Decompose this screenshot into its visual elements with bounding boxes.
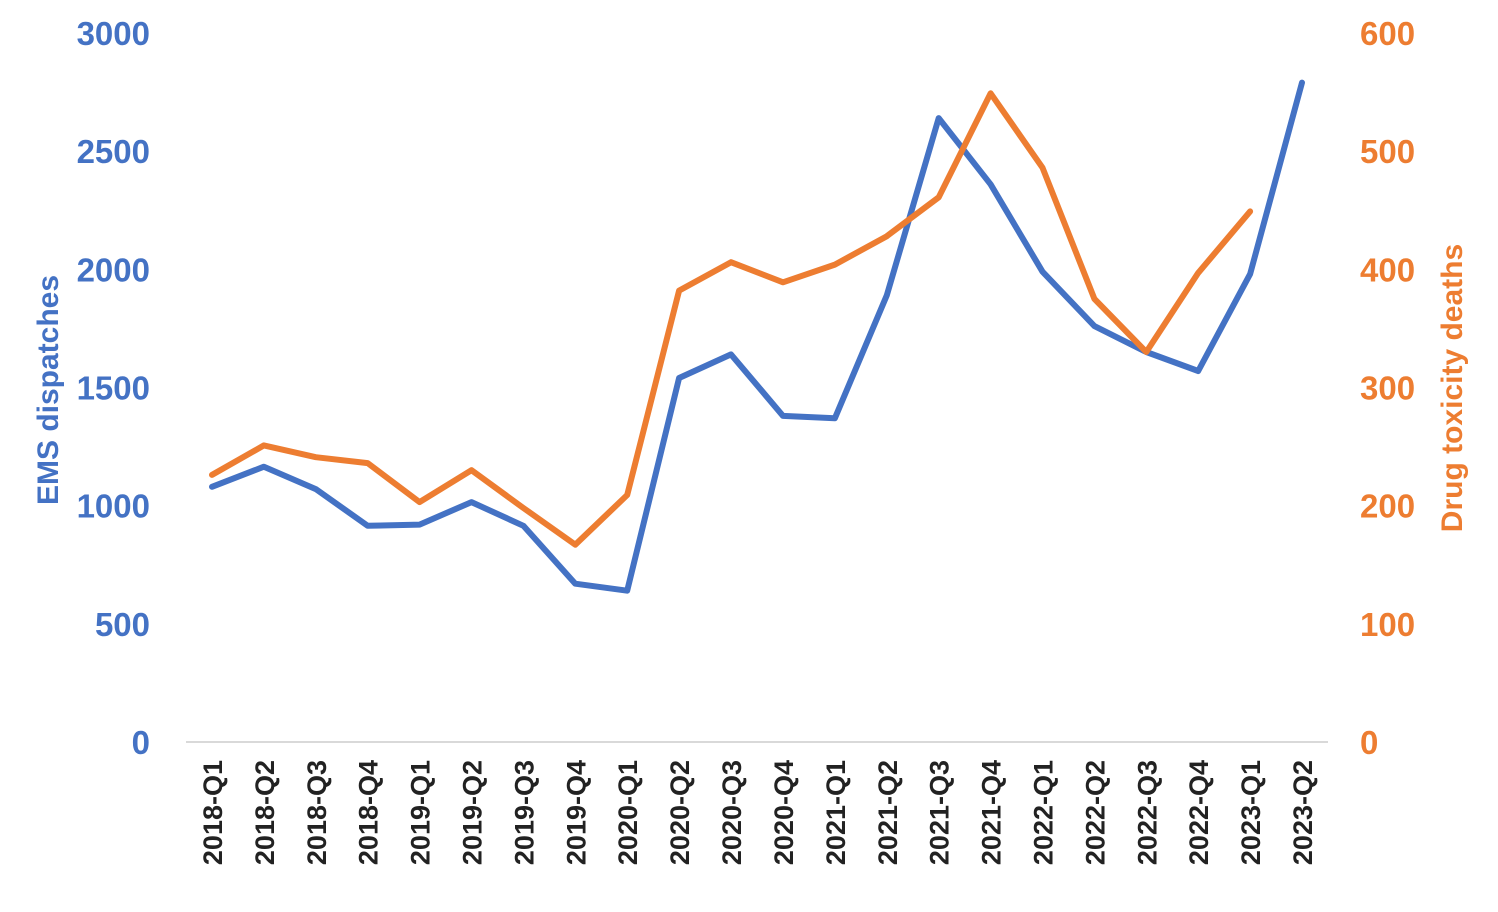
x-tick-label: 2022-Q2 — [1080, 760, 1110, 865]
x-tick-label: 2019-Q4 — [561, 760, 591, 865]
left-tick-label: 3000 — [77, 15, 150, 52]
right-tick-label: 100 — [1360, 606, 1415, 643]
ems-dispatches-line — [209, 79, 1305, 594]
right-tick-label: 0 — [1360, 724, 1378, 761]
x-tick-label: 2019-Q3 — [509, 760, 539, 865]
x-tick-label: 2023-Q1 — [1236, 760, 1266, 865]
x-tick-label: 2021-Q2 — [873, 760, 903, 865]
left-tick-label: 0 — [132, 724, 150, 761]
x-tick-label: 2020-Q3 — [717, 760, 747, 865]
x-tick-label: 2021-Q4 — [977, 760, 1007, 865]
right-tick-label: 200 — [1360, 488, 1415, 525]
x-tick-label: 2022-Q3 — [1132, 760, 1162, 865]
x-tick-label: 2019-Q2 — [458, 760, 488, 865]
x-tick-label: 2023-Q2 — [1288, 760, 1318, 865]
right-tick-label: 500 — [1360, 133, 1415, 170]
drug-toxicity-deaths-line — [209, 90, 1254, 548]
x-tick-label: 2020-Q1 — [613, 760, 643, 865]
x-tick-label: 2021-Q3 — [925, 760, 955, 865]
right-tick-label: 400 — [1360, 251, 1415, 288]
left-tick-label: 1000 — [77, 488, 150, 525]
left-tick-label: 1500 — [77, 370, 150, 407]
left-tick-label: 2500 — [77, 133, 150, 170]
left-axis-title: EMS dispatches — [32, 275, 65, 505]
x-tick-label: 2018-Q2 — [250, 760, 280, 865]
x-tick-label: 2020-Q4 — [769, 760, 799, 865]
right-tick-label: 600 — [1360, 15, 1415, 52]
x-tick-label: 2021-Q1 — [821, 760, 851, 865]
x-tick-label: 2020-Q2 — [665, 760, 695, 865]
left-tick-label: 2000 — [77, 251, 150, 288]
right-tick-label: 300 — [1360, 370, 1415, 407]
x-tick-label: 2018-Q3 — [302, 760, 332, 865]
x-tick-label: 2019-Q1 — [406, 760, 436, 865]
x-tick-label: 2018-Q4 — [354, 760, 384, 865]
right-axis-title: Drug toxicity deaths — [1436, 244, 1469, 532]
left-tick-label: 500 — [95, 606, 150, 643]
x-tick-label: 2018-Q1 — [198, 760, 228, 865]
x-tick-label: 2022-Q1 — [1029, 760, 1059, 865]
x-tick-label: 2022-Q4 — [1184, 760, 1214, 865]
